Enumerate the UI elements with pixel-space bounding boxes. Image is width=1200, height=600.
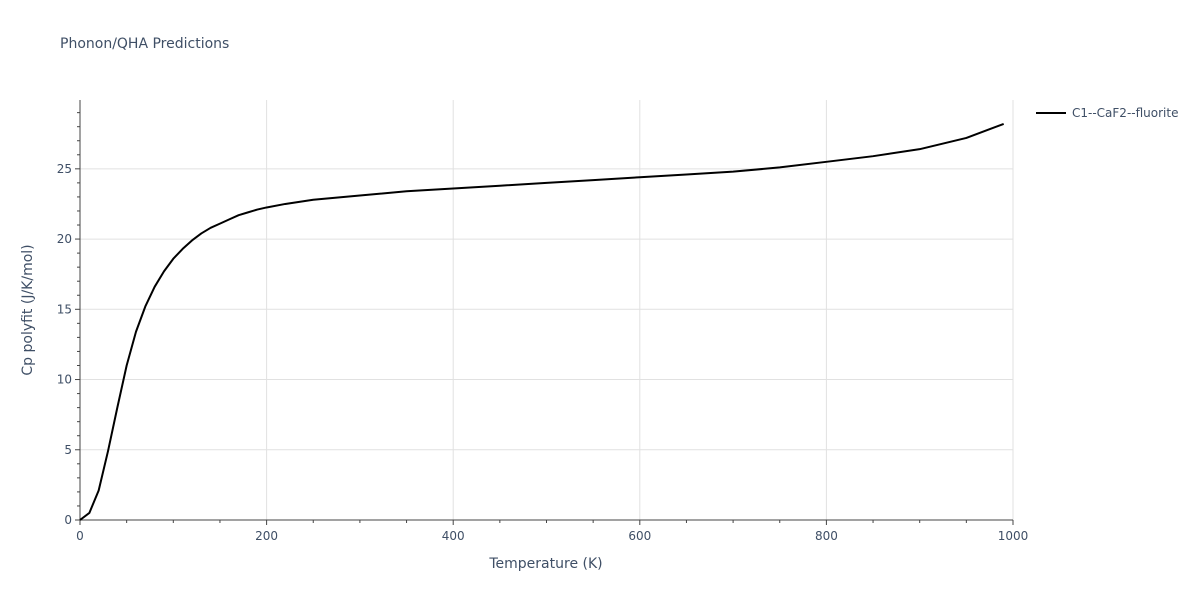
x-tick-label: 400 (442, 529, 465, 543)
x-tick-label: 0 (76, 529, 84, 543)
x-tick-label: 1000 (998, 529, 1029, 543)
y-tick-label: 20 (57, 232, 72, 246)
x-tick-label: 600 (628, 529, 651, 543)
y-tick-label: 5 (64, 443, 72, 457)
x-axis-label: Temperature (K) (488, 556, 602, 572)
legend-line-swatch (1036, 112, 1066, 114)
legend-label: C1--CaF2--fluorite (1072, 106, 1179, 120)
y-tick-label: 25 (57, 162, 72, 176)
y-tick-label: 0 (64, 513, 72, 527)
y-axis-label: Cp polyfit (J/K/mol) (20, 244, 36, 375)
x-tick-label: 800 (815, 529, 838, 543)
series-line-0 (79, 122, 1005, 521)
x-tick-label: 200 (255, 529, 278, 543)
y-tick-label: 10 (57, 373, 72, 387)
chart-title: Phonon/QHA Predictions (60, 36, 230, 52)
y-tick-label: 15 (57, 302, 72, 316)
legend[interactable]: C1--CaF2--fluorite (1036, 106, 1178, 120)
